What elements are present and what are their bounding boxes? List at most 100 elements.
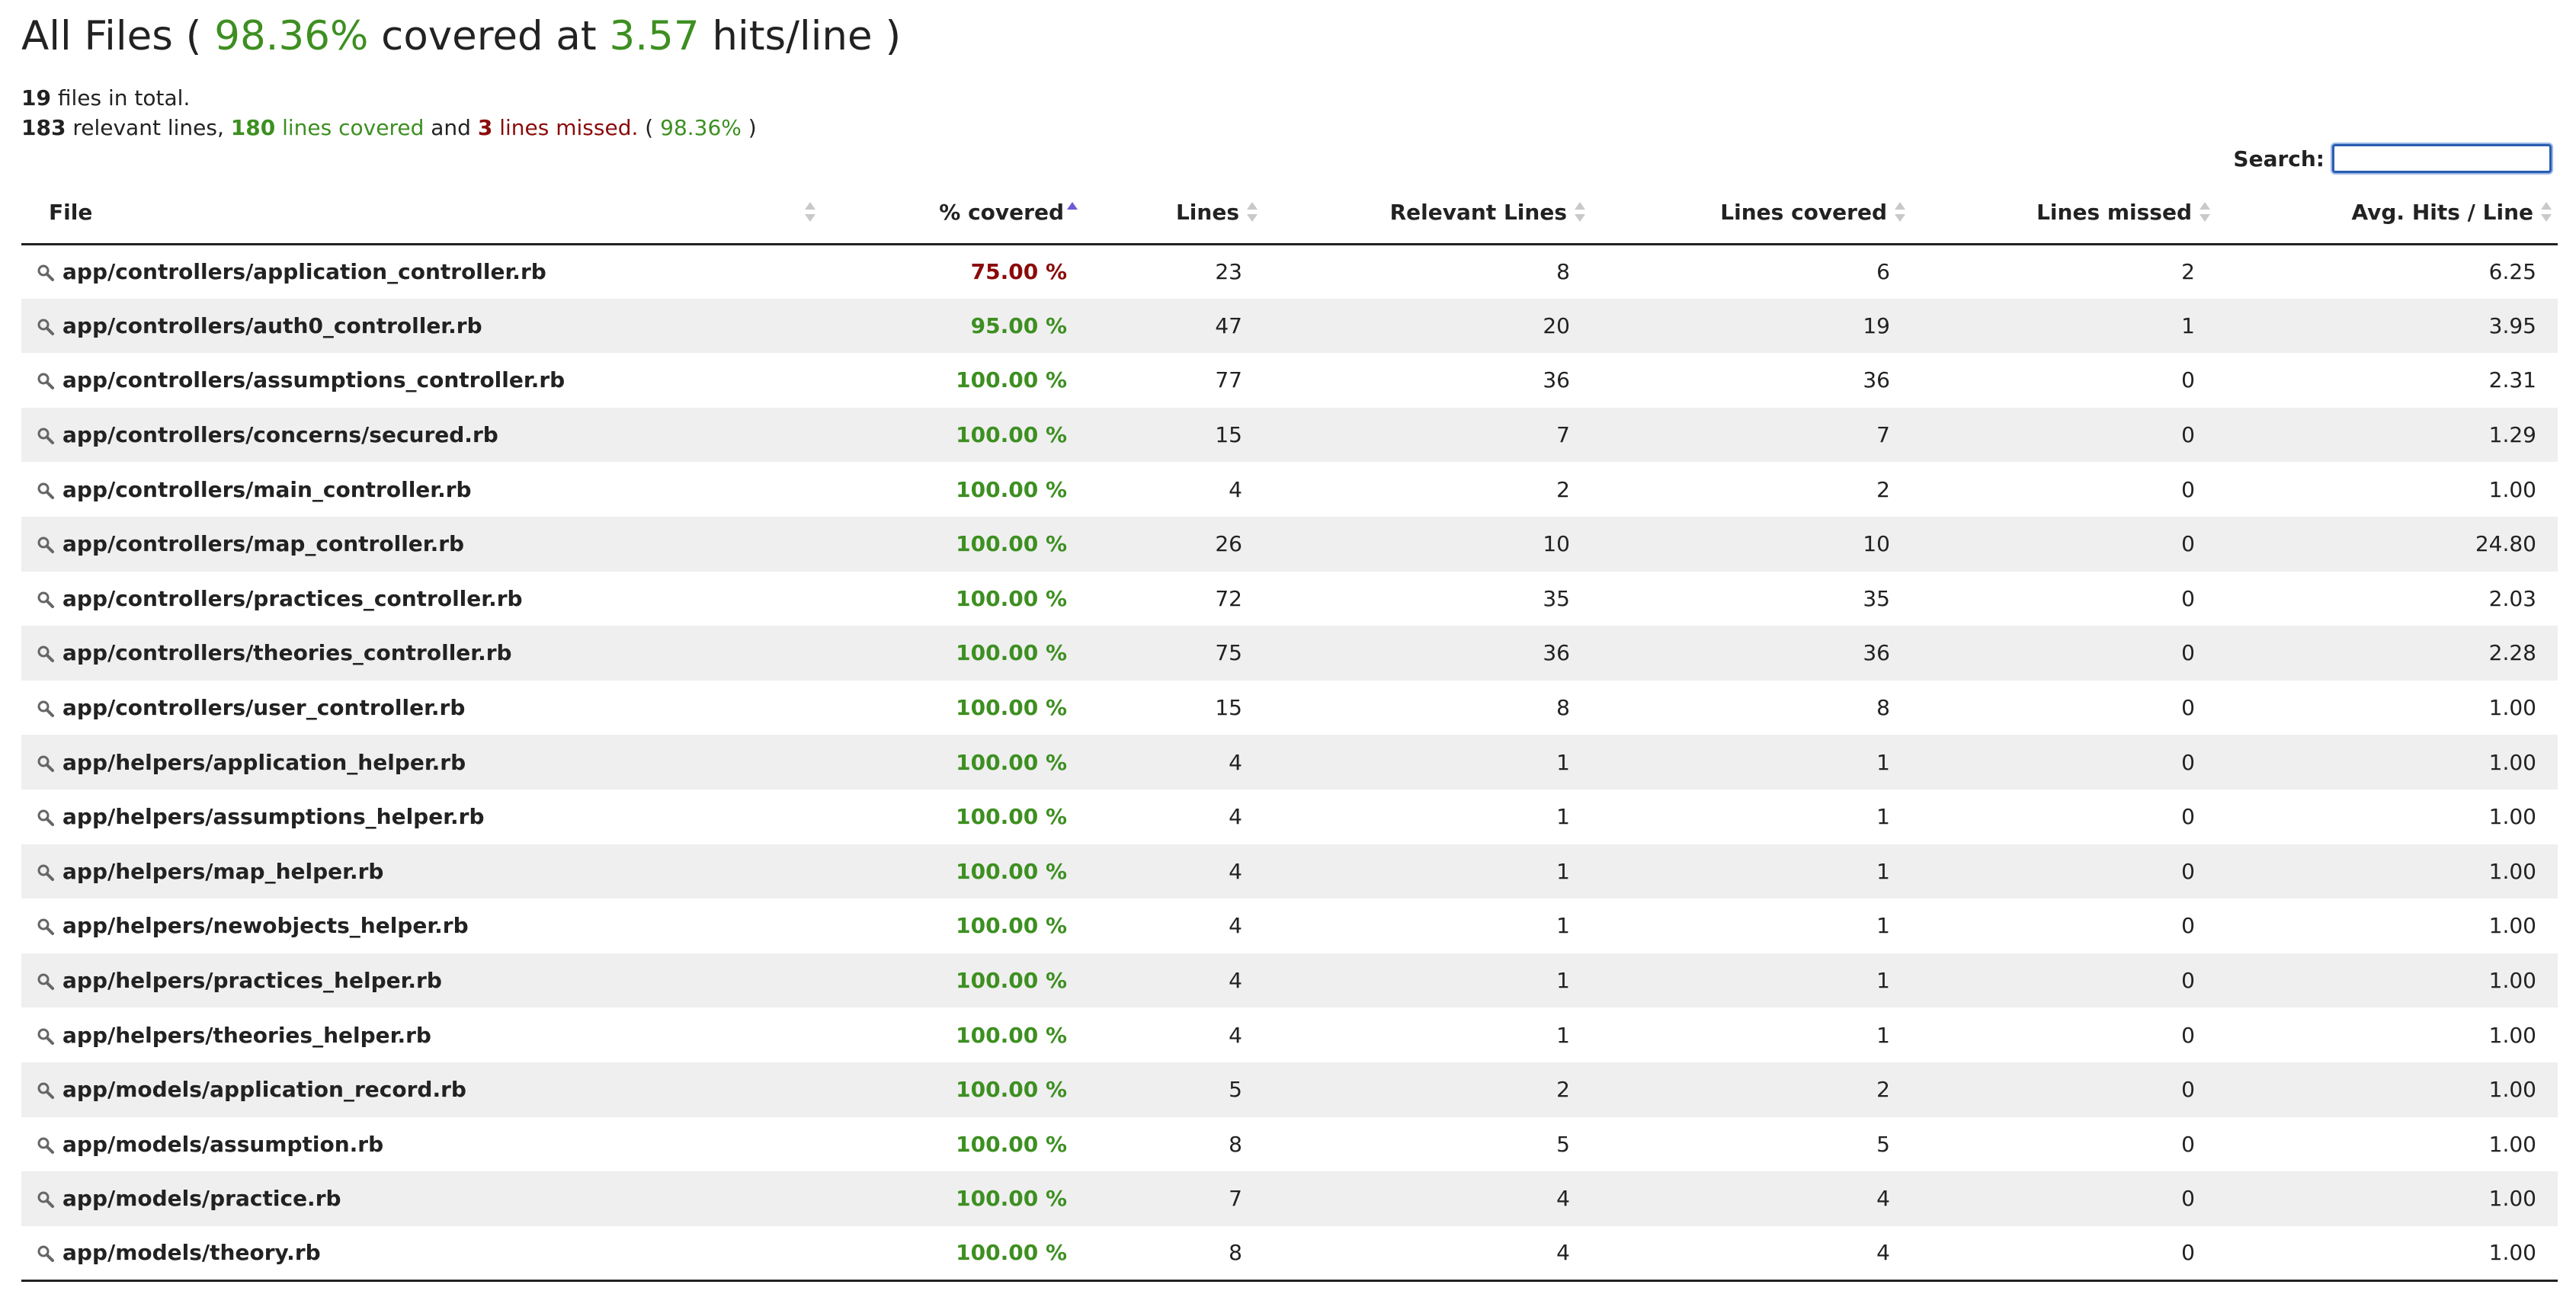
relevant-lines-cell: 2 xyxy=(1556,1077,1570,1103)
lines-cell: 23 xyxy=(1215,259,1242,285)
magnifier-icon[interactable] xyxy=(37,1080,55,1100)
magnifier-icon[interactable] xyxy=(37,971,55,991)
magnifier-icon[interactable] xyxy=(37,370,55,390)
magnifier-icon[interactable] xyxy=(37,1189,55,1209)
file-cell: app/controllers/theories_controller.rb xyxy=(21,626,822,681)
column-header-label: File xyxy=(49,199,93,225)
file-link[interactable]: app/controllers/map_controller.rb xyxy=(62,531,465,557)
lines-cell: 4 xyxy=(1229,749,1242,775)
lines-cell: 72 xyxy=(1215,585,1242,611)
percent-covered-cell: 100.00 % xyxy=(956,367,1067,393)
relevant-lines-cell: 8 xyxy=(1556,695,1570,721)
lines-cell: 7 xyxy=(1229,1186,1242,1212)
file-cell: app/controllers/main_controller.rb xyxy=(21,462,822,517)
hits-per-line: 3.57 xyxy=(609,13,700,59)
percent-covered-cell: 100.00 % xyxy=(956,531,1067,557)
covered-percent: 98.36% xyxy=(214,13,369,59)
percent-covered-cell: 100.00 % xyxy=(956,640,1067,666)
avg-hits-cell: 1.00 xyxy=(2488,695,2536,721)
file-link[interactable]: app/controllers/theories_controller.rb xyxy=(62,640,512,666)
lines-covered-cell: 1 xyxy=(1876,913,1890,939)
relevant-lines-cell: 1 xyxy=(1556,1022,1570,1048)
table-row: app/helpers/theories_helper.rb 100.00 % 4 1… xyxy=(21,1007,2558,1062)
file-link[interactable]: app/helpers/practices_helper.rb xyxy=(62,968,442,994)
column-header-lines-covered[interactable]: Lines covered xyxy=(1591,181,1911,245)
relevant-lines-cell: 4 xyxy=(1556,1186,1570,1212)
table-row: app/models/theory.rb 100.00 % 8 4 4 0 1.00 xyxy=(21,1225,2558,1282)
column-header-lines[interactable]: Lines xyxy=(1088,181,1264,245)
lines-cell: 5 xyxy=(1229,1077,1242,1103)
avg-hits-cell: 1.00 xyxy=(2488,1131,2536,1157)
file-link[interactable]: app/models/theory.rb xyxy=(62,1240,321,1266)
file-link[interactable]: app/controllers/assumptions_controller.r… xyxy=(62,367,566,393)
file-link[interactable]: app/models/practice.rb xyxy=(62,1186,341,1212)
file-link[interactable]: app/helpers/assumptions_helper.rb xyxy=(62,804,485,830)
lines-missed-cell: 0 xyxy=(2181,1022,2195,1048)
magnifier-icon[interactable] xyxy=(37,698,55,718)
file-link[interactable]: app/helpers/newobjects_helper.rb xyxy=(62,913,469,939)
sort-arrows-icon xyxy=(1575,201,1585,223)
magnifier-icon[interactable] xyxy=(37,643,55,663)
magnifier-icon[interactable] xyxy=(37,262,55,282)
magnifier-icon[interactable] xyxy=(37,316,55,335)
lines-cell: 4 xyxy=(1229,968,1242,994)
file-cell: app/helpers/assumptions_helper.rb xyxy=(21,790,822,844)
file-link[interactable]: app/models/assumption.rb xyxy=(62,1131,384,1157)
percent-covered-cell: 100.00 % xyxy=(956,1131,1067,1157)
search-box: Search: xyxy=(2233,144,2552,173)
magnifier-icon[interactable] xyxy=(37,916,55,936)
magnifier-icon[interactable] xyxy=(37,1243,55,1263)
percent-covered-cell: 100.00 % xyxy=(956,476,1067,502)
file-cell: app/controllers/assumptions_controller.r… xyxy=(21,353,822,408)
table-row: app/helpers/map_helper.rb 100.00 % 4 1 1 0 1.0… xyxy=(21,844,2558,899)
file-link[interactable]: app/helpers/map_helper.rb xyxy=(62,858,384,884)
magnifier-icon[interactable] xyxy=(37,1026,55,1045)
magnifier-icon[interactable] xyxy=(37,425,55,445)
table-row: app/controllers/assumptions_controller.r… xyxy=(21,353,2558,408)
lines-covered-cell: 4 xyxy=(1876,1186,1890,1212)
magnifier-icon[interactable] xyxy=(37,862,55,881)
relevant-lines-cell: 8 xyxy=(1556,259,1570,285)
lines-missed-cell: 0 xyxy=(2181,913,2195,939)
file-link[interactable]: app/controllers/concerns/secured.rb xyxy=(62,422,498,448)
column-header-label: % covered xyxy=(939,199,1064,225)
column-header-lines-missed[interactable]: Lines missed xyxy=(1911,181,2216,245)
magnifier-icon[interactable] xyxy=(37,807,55,827)
lines-cell: 4 xyxy=(1229,476,1242,502)
lines-covered-cell: 7 xyxy=(1876,422,1890,448)
relevant-lines-cell: 35 xyxy=(1543,585,1570,611)
column-header-avg-hits-per-line[interactable]: Avg. Hits / Line xyxy=(2216,181,2558,245)
file-link[interactable]: app/controllers/user_controller.rb xyxy=(62,695,466,721)
column-header-file[interactable]: File xyxy=(21,181,822,245)
column-header-percent-covered[interactable]: % covered xyxy=(822,181,1088,245)
sort-ascending-icon xyxy=(1067,201,1078,223)
column-header-relevant-lines[interactable]: Relevant Lines xyxy=(1264,181,1591,245)
search-input[interactable] xyxy=(2332,144,2552,173)
magnifier-icon[interactable] xyxy=(37,589,55,608)
avg-hits-cell: 6.25 xyxy=(2488,259,2536,285)
magnifier-icon[interactable] xyxy=(37,1135,55,1154)
file-link[interactable]: app/helpers/theories_helper.rb xyxy=(62,1022,431,1048)
sort-arrows-icon xyxy=(1895,201,1905,223)
file-link[interactable]: app/controllers/practices_controller.rb xyxy=(62,585,523,611)
file-cell: app/helpers/theories_helper.rb xyxy=(21,1007,822,1062)
file-link[interactable]: app/controllers/application_controller.r… xyxy=(62,259,546,285)
lines-missed-cell: 1 xyxy=(2181,312,2195,338)
file-link[interactable]: app/models/application_record.rb xyxy=(62,1077,466,1103)
file-cell: app/models/theory.rb xyxy=(21,1225,822,1282)
relevant-lines-cell: 36 xyxy=(1543,367,1570,393)
file-link[interactable]: app/controllers/main_controller.rb xyxy=(62,476,472,502)
relevant-lines-cell: 4 xyxy=(1264,1225,1591,1282)
avg-hits-cell: 1.00 xyxy=(2488,858,2536,884)
avg-hits-cell: 1.00 xyxy=(2488,804,2536,830)
magnifier-icon[interactable] xyxy=(37,534,55,554)
magnifier-icon[interactable] xyxy=(37,753,55,772)
file-cell: app/helpers/map_helper.rb xyxy=(21,844,822,899)
avg-hits-cell: 1.00 xyxy=(2488,1022,2536,1048)
lines-cell: 47 xyxy=(1215,312,1242,338)
file-link[interactable]: app/controllers/auth0_controller.rb xyxy=(62,312,482,338)
magnifier-icon[interactable] xyxy=(37,480,55,499)
file-link[interactable]: app/helpers/application_helper.rb xyxy=(62,749,466,775)
paren-close: ) xyxy=(741,115,757,140)
